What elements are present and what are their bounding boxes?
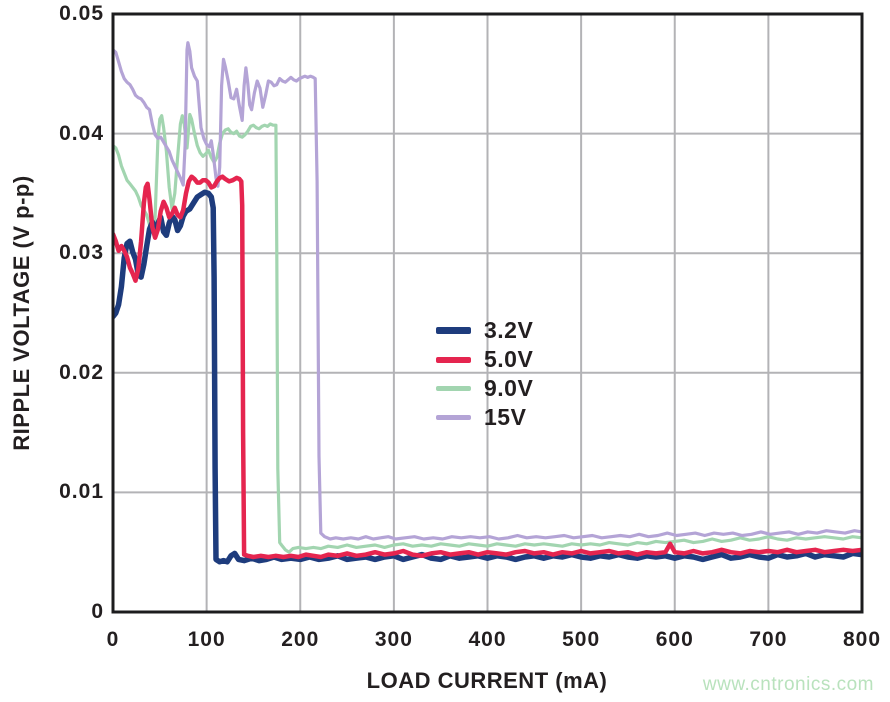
x-tick-label-0: 0 <box>106 628 120 651</box>
series-line-15V <box>112 41 863 541</box>
x-tick-label-700: 700 <box>749 628 788 651</box>
plot-border <box>111 12 864 614</box>
x-tick-label-500: 500 <box>562 628 601 651</box>
legend-label-5.0V: 5.0V <box>484 346 534 372</box>
y-tick-label-0.02: 0.02 <box>59 360 104 384</box>
x-axis-title: LOAD CURRENT (mA) <box>366 668 608 693</box>
y-tick-label-0: 0 <box>91 600 104 623</box>
x-tick-label-200: 200 <box>281 628 320 651</box>
legend-swatch-5.0V <box>436 356 471 363</box>
y-axis-tick-labels: 0 0.01 0.02 0.03 0.04 0.05 <box>0 0 104 630</box>
x-tick-label-100: 100 <box>187 628 226 651</box>
legend-entry-3.2V: 3.2V <box>436 316 533 345</box>
x-tick-label-400: 400 <box>468 628 507 651</box>
legend-label-15V: 15V <box>484 404 527 430</box>
legend-entry-15V: 15V <box>436 403 533 432</box>
legend-label-3.2V: 3.2V <box>484 317 534 343</box>
x-tick-label-300: 300 <box>374 628 413 651</box>
y-tick-label-0.04: 0.04 <box>59 121 104 145</box>
series-line-5.0V <box>112 174 863 560</box>
series-line-3.2V <box>112 189 863 565</box>
y-axis-title: RIPPLE VOLTAGE (V p-p) <box>9 175 34 451</box>
legend-swatch-3.2V <box>436 327 471 334</box>
legend-entry-5.0V: 5.0V <box>436 345 533 374</box>
series-line-9.0V <box>112 112 863 554</box>
watermark-text: www.cntronics.com <box>702 674 874 695</box>
y-tick-label-0.05: 0.05 <box>59 2 104 25</box>
legend-swatch-9.0V <box>436 386 471 391</box>
legend-entry-9.0V: 9.0V <box>436 374 533 403</box>
legend-swatch-15V <box>436 415 471 420</box>
chart-legend: 3.2V 5.0V 9.0V 15V <box>436 316 533 432</box>
y-tick-label-0.03: 0.03 <box>59 241 104 265</box>
x-tick-label-800: 800 <box>842 628 882 651</box>
y-tick-label-0.01: 0.01 <box>59 480 104 504</box>
legend-label-9.0V: 9.0V <box>484 375 534 401</box>
x-tick-label-600: 600 <box>655 628 694 651</box>
